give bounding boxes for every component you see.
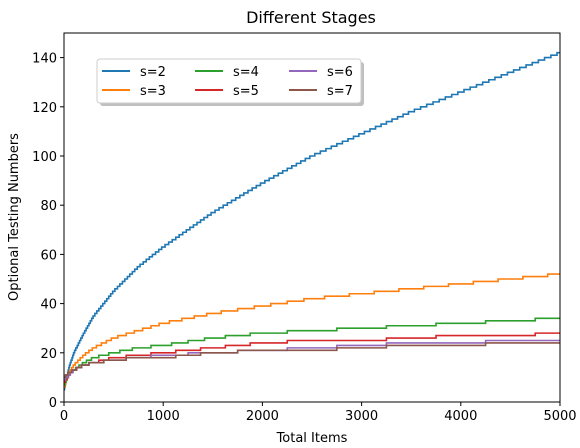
legend-box — [96, 58, 362, 104]
series-line-s-3 — [63, 273, 560, 389]
x-axis-label: Total Items — [276, 431, 348, 446]
y-tick-label: 100 — [32, 150, 57, 165]
plot-area — [63, 51, 560, 391]
legend-label: s=5 — [233, 84, 259, 99]
x-axis: 0 1000 2000 3000 4000 5000 — [60, 402, 577, 424]
y-tick-label: 60 — [40, 248, 57, 263]
y-axis-label: Optional Testing Numbers — [7, 133, 22, 301]
legend-label: s=2 — [140, 65, 166, 80]
legend-label: s=4 — [233, 65, 259, 80]
legend: s=2 s=3 s=4 s=5 s=6 s=7 — [96, 58, 364, 106]
x-tick-label: 0 — [60, 409, 68, 424]
legend-label: s=3 — [140, 84, 166, 99]
x-tick-label: 1000 — [147, 409, 180, 424]
x-tick-label: 5000 — [543, 409, 576, 424]
y-tick-label: 120 — [32, 101, 57, 116]
y-tick-label: 140 — [32, 52, 57, 67]
x-tick-label: 4000 — [444, 409, 477, 424]
x-tick-label: 2000 — [246, 409, 279, 424]
series-line-s-2 — [63, 51, 560, 391]
axes-frame — [63, 32, 561, 403]
y-tick-label: 80 — [40, 199, 57, 214]
y-tick-label: 20 — [40, 347, 57, 362]
chart-title: Different Stages — [246, 8, 376, 27]
y-tick-label: 40 — [40, 298, 57, 313]
y-axis: 0 20 40 60 80 100 120 140 — [32, 52, 64, 411]
x-tick-label: 3000 — [345, 409, 378, 424]
series-line-s-7 — [64, 342, 560, 379]
y-tick-label: 0 — [49, 396, 57, 411]
legend-label: s=6 — [327, 65, 353, 80]
legend-items: s=2 s=3 s=4 s=5 s=6 s=7 — [102, 65, 353, 99]
legend-label: s=7 — [327, 84, 353, 99]
